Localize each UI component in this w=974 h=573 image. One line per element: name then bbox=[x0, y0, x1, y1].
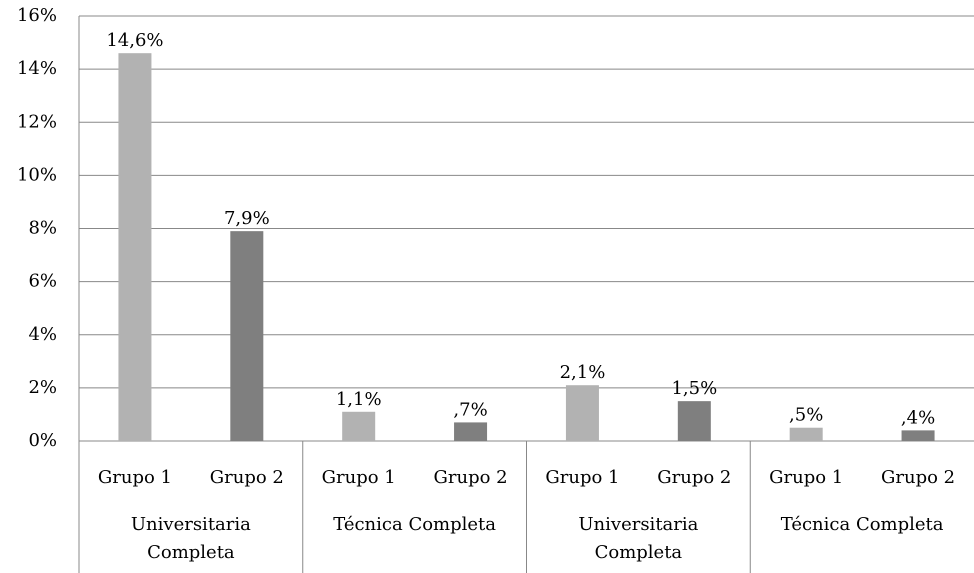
y-tick-label: 10% bbox=[17, 164, 57, 185]
bar bbox=[454, 422, 488, 441]
data-label: 7,9% bbox=[224, 208, 270, 229]
group-label: Técnica Completa bbox=[333, 514, 497, 535]
y-tick-label: 14% bbox=[17, 58, 57, 79]
bar bbox=[901, 430, 935, 441]
y-tick-label: 2% bbox=[28, 377, 57, 398]
x-tick-label: Grupo 2 bbox=[434, 467, 508, 488]
bar bbox=[677, 401, 711, 441]
bar bbox=[565, 385, 599, 441]
x-tick-label: Grupo 1 bbox=[545, 467, 619, 488]
data-label: ,4% bbox=[901, 407, 935, 428]
y-tick-label: 12% bbox=[17, 111, 57, 132]
y-tick-label: 16% bbox=[17, 5, 57, 26]
y-tick-label: 0% bbox=[28, 430, 57, 451]
data-label: ,5% bbox=[789, 405, 823, 426]
y-tick-label: 8% bbox=[28, 218, 57, 239]
group-label: Técnica Completa bbox=[780, 514, 944, 535]
bar bbox=[230, 231, 264, 441]
x-tick-label: Grupo 1 bbox=[98, 467, 172, 488]
data-label: 14,6% bbox=[106, 30, 163, 51]
data-label: ,7% bbox=[453, 399, 487, 420]
x-tick-label: Grupo 2 bbox=[210, 467, 284, 488]
data-label: 2,1% bbox=[560, 362, 606, 383]
data-label: 1,5% bbox=[671, 378, 717, 399]
group-label: Universitaria Completa bbox=[130, 514, 251, 563]
bar bbox=[118, 53, 152, 441]
x-tick-label: Grupo 1 bbox=[769, 467, 843, 488]
x-tick-label: Grupo 1 bbox=[322, 467, 396, 488]
bar bbox=[789, 427, 823, 441]
y-tick-label: 6% bbox=[28, 271, 57, 292]
y-tick-label: 4% bbox=[28, 324, 57, 345]
x-tick-label: Grupo 2 bbox=[881, 467, 955, 488]
bar bbox=[342, 411, 376, 441]
data-label: 1,1% bbox=[336, 389, 382, 410]
x-tick-label: Grupo 2 bbox=[657, 467, 731, 488]
group-label: Universitaria Completa bbox=[578, 514, 699, 563]
